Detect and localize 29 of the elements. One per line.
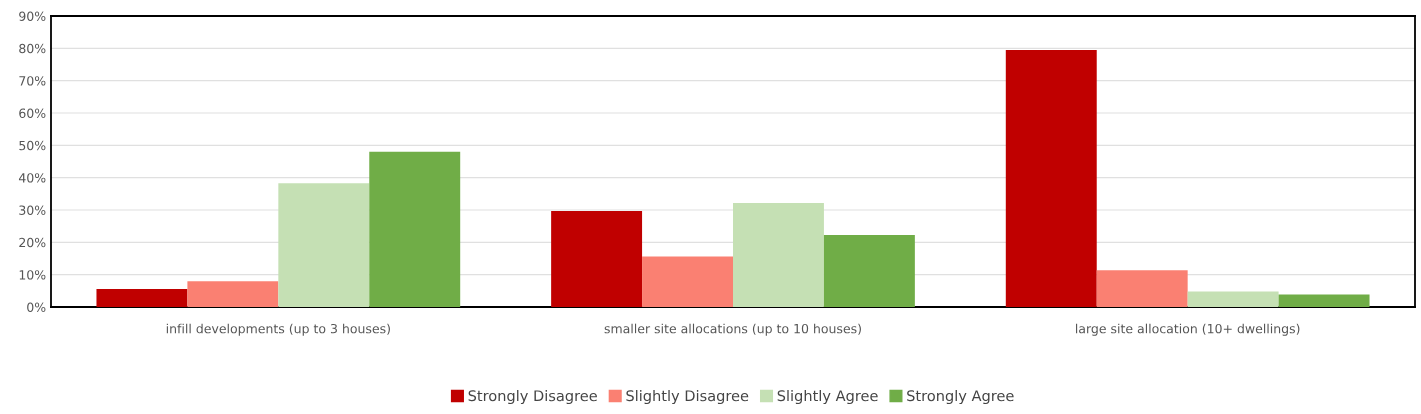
y-tick-label: 0% bbox=[27, 302, 46, 312]
legend-label: Slightly Disagree bbox=[626, 389, 749, 405]
y-tick-label: 70% bbox=[19, 76, 46, 86]
bar bbox=[1187, 291, 1279, 307]
bar bbox=[1278, 294, 1370, 307]
bar bbox=[1096, 270, 1188, 307]
y-tick-label: 40% bbox=[18, 173, 46, 183]
y-tick-label: 80% bbox=[19, 43, 46, 54]
legend-label: Strongly Agree bbox=[907, 389, 1014, 405]
y-tick-label: 20% bbox=[19, 237, 46, 248]
bar bbox=[1005, 49, 1097, 307]
y-tick-label: 60% bbox=[19, 108, 46, 118]
bar bbox=[551, 210, 643, 307]
bar bbox=[823, 234, 915, 307]
y-tick-label: 30% bbox=[19, 205, 46, 215]
x-tick-label: infill developments (up to 3 houses) bbox=[166, 323, 390, 336]
bar bbox=[369, 151, 461, 307]
bar bbox=[187, 281, 279, 307]
y-tick-label: 10% bbox=[19, 270, 46, 280]
x-tick-label: smaller site allocations (up to 10 houses) bbox=[604, 323, 861, 336]
y-tick-label: 50% bbox=[19, 140, 46, 151]
bar bbox=[642, 256, 733, 307]
legend-label: Slightly Agree bbox=[777, 389, 878, 405]
bar bbox=[96, 288, 188, 307]
bar bbox=[278, 183, 370, 307]
x-tick-label: large site allocation (10+ dwellings) bbox=[1076, 323, 1300, 336]
y-tick-label: 90% bbox=[19, 11, 46, 21]
bar bbox=[733, 202, 824, 307]
legend-label: Strongly Disagree bbox=[468, 389, 597, 405]
